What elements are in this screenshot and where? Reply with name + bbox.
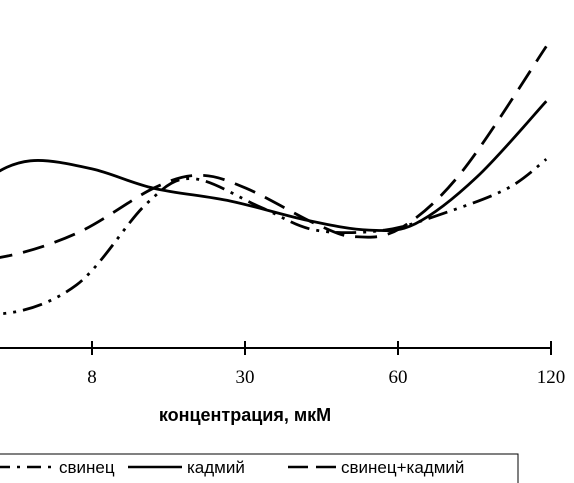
legend-label: кадмий — [187, 458, 245, 477]
series-line — [0, 45, 548, 259]
legend-label: свинец+кадмий — [341, 458, 464, 477]
series-line — [0, 158, 548, 316]
x-tick-label: 60 — [389, 367, 408, 388]
legend: свинец кадмий свинец+кадмий — [0, 453, 519, 483]
x-axis-ticks: 8 30 60 120 — [87, 341, 565, 388]
x-tick-label: 8 — [87, 367, 97, 388]
legend-items: свинец кадмий свинец+кадмий — [0, 458, 464, 477]
series-layer — [0, 45, 548, 316]
x-tick-label: 30 — [236, 367, 255, 388]
legend-label: свинец — [59, 458, 115, 477]
legend-box — [0, 453, 519, 483]
series-line — [0, 100, 548, 233]
x-axis-title: концентрация, мкМ — [159, 405, 331, 425]
x-tick-label: 120 — [537, 367, 566, 388]
